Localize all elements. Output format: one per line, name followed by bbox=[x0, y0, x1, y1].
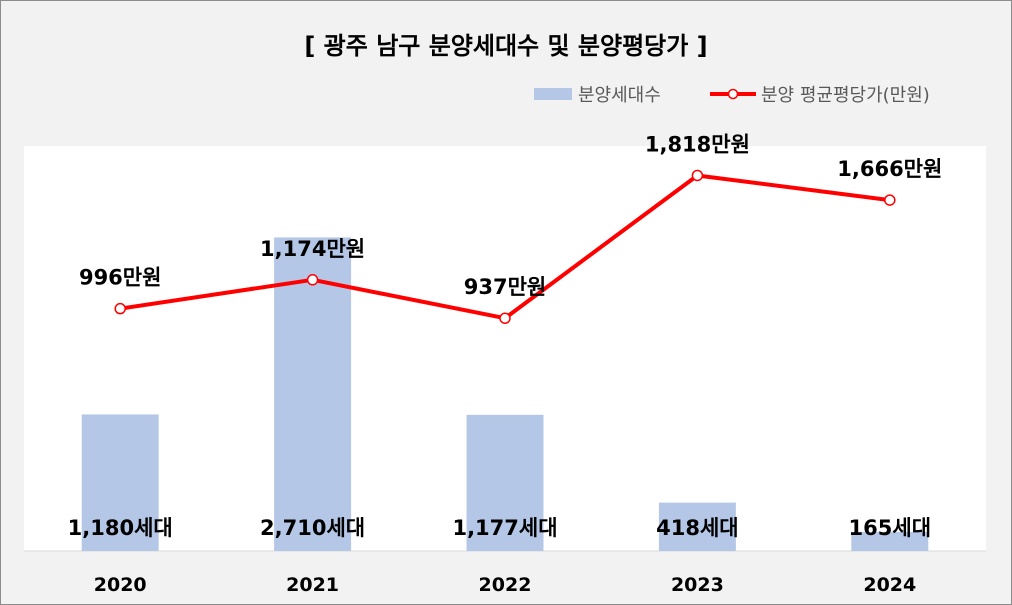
line-point-2021 bbox=[306, 274, 319, 286]
bars-layer bbox=[81, 237, 929, 551]
line-point-2022 bbox=[499, 312, 511, 324]
bar-label-2020: 1,180세대 bbox=[68, 516, 173, 540]
bar-2021 bbox=[274, 237, 352, 551]
bar-2020 bbox=[81, 414, 159, 551]
line-label-2024: 1,666만원 bbox=[837, 157, 942, 181]
legend-bar-swatch bbox=[534, 88, 572, 100]
bar-label-2022: 1,177세대 bbox=[452, 516, 557, 540]
line-label-2021: 1,174만원 bbox=[260, 237, 365, 261]
legend-line-label: 분양 평균평당가(만원) bbox=[761, 85, 930, 106]
bar-2022 bbox=[466, 414, 544, 551]
chart-title: [ 광주 남구 분양세대수 및 분양평당가 ] bbox=[304, 32, 707, 60]
x-tick-2022: 2022 bbox=[479, 574, 532, 596]
x-tick-2023: 2023 bbox=[671, 574, 724, 596]
line-point-2024 bbox=[884, 194, 896, 206]
labels-layer: 1,180세대 2,710세대 1,177세대 418세대 165세대 996만원 1,17… bbox=[68, 132, 943, 540]
line-point-2020 bbox=[114, 302, 126, 315]
bar-2024 bbox=[851, 531, 929, 551]
line-point-2023 bbox=[691, 169, 704, 182]
line-layer bbox=[114, 169, 896, 324]
bar-2023 bbox=[658, 502, 736, 551]
bar-label-2024: 165세대 bbox=[849, 516, 931, 540]
x-tick-2020: 2020 bbox=[94, 574, 147, 596]
x-tick-2021: 2021 bbox=[286, 574, 339, 596]
bar-label-2023: 418세대 bbox=[656, 516, 738, 540]
x-tick-2024: 2024 bbox=[863, 574, 916, 596]
legend-line-marker bbox=[727, 88, 739, 100]
line-label-2023: 1,818만원 bbox=[645, 132, 750, 156]
legend: 분양세대수 분양 평균평당가(만원) bbox=[534, 85, 930, 106]
legend-bar-label: 분양세대수 bbox=[578, 85, 661, 106]
bar-label-2021: 2,710세대 bbox=[260, 516, 365, 540]
line-label-2020: 996만원 bbox=[79, 266, 161, 290]
ticks-layer: 2020 2021 2022 2023 2024 bbox=[94, 574, 916, 596]
line-label-2022: 937만원 bbox=[464, 275, 546, 299]
